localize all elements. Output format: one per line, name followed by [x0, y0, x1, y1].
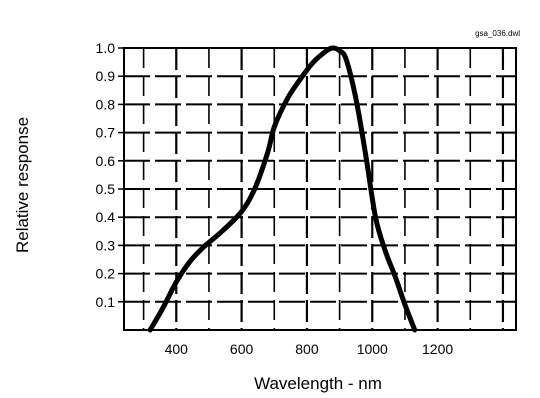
y-tick-label: 0.5 — [96, 181, 116, 197]
x-axis-title: Wavelength - nm — [254, 374, 382, 393]
x-tick-label: 1000 — [357, 341, 388, 357]
y-tick-label: 0.3 — [96, 237, 116, 253]
x-tick-label: 800 — [295, 341, 319, 357]
y-tick-label: 0.6 — [96, 153, 116, 169]
y-tick-label: 0.8 — [96, 96, 116, 112]
series-line-relative-response — [147, 45, 418, 333]
file-tag: gsa_036.dwl — [475, 29, 520, 38]
y-tick-label: 1.0 — [96, 40, 116, 56]
x-tick-label: 600 — [230, 341, 254, 357]
y-tick-label: 0.9 — [96, 68, 116, 84]
x-tick-labels: 400 600 800 1000 1200 — [165, 341, 454, 357]
y-tick-labels: 0.1 0.2 0.3 0.4 0.5 0.6 0.7 0.8 0.9 1.0 — [96, 40, 124, 310]
y-tick-label: 0.2 — [96, 266, 116, 282]
x-tick-label: 1200 — [422, 341, 453, 357]
series-group — [147, 45, 418, 333]
y-tick-label: 0.1 — [96, 294, 116, 310]
grid-lines — [124, 48, 516, 330]
y-axis-title: Relative response — [13, 117, 32, 253]
x-tick-label: 400 — [165, 341, 189, 357]
y-tick-label: 0.7 — [96, 125, 116, 141]
y-tick-label: 0.4 — [96, 209, 116, 225]
